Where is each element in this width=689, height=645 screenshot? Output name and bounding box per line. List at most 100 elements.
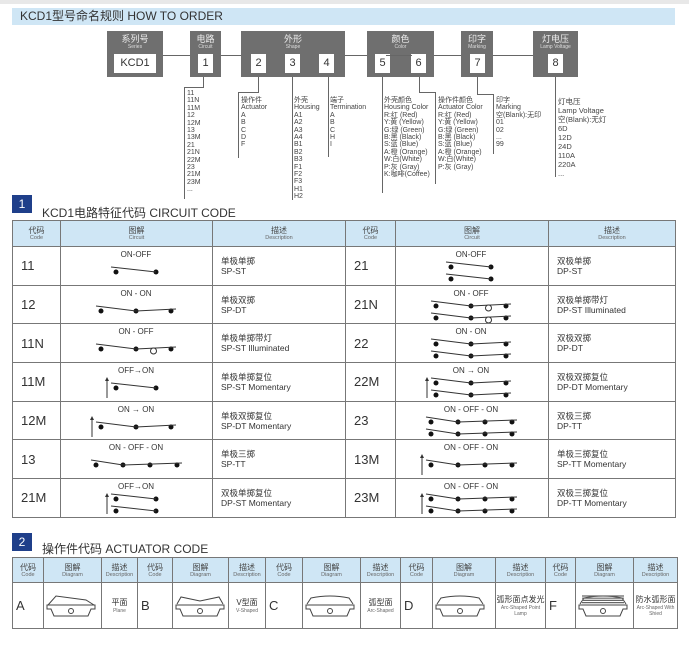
header-circuit: 图解 Circuit	[60, 220, 213, 247]
header-description: 描述 Description	[228, 557, 266, 583]
housing-options: 外壳 Housing A1 A2 A3 A4 B1 B2 B3 F1 F2 F3…	[294, 97, 320, 201]
marking-label-en: Marking	[468, 44, 486, 50]
color-box: 颜色 Color 5 6	[367, 31, 434, 77]
color-label-en: Color	[394, 44, 407, 50]
lever-line	[425, 459, 459, 466]
actuator-plane-icon	[46, 594, 96, 616]
series-value: KCD1	[114, 54, 156, 73]
description-en: Plane	[113, 607, 126, 614]
actuator-hole	[68, 607, 74, 614]
arrow-head	[105, 376, 109, 381]
leader	[184, 87, 185, 199]
circuit-cell: ON → ON	[60, 400, 213, 441]
leader	[419, 92, 436, 93]
table-row: 12M ON → ON 单极双掷复位 SP-DT Momentary 23 ON - OF…	[12, 400, 676, 441]
lever-line	[110, 266, 157, 273]
description-cn: 双极双掷复位	[557, 371, 609, 382]
lever-line	[470, 392, 512, 396]
actuator-description: 平面 Plane	[101, 582, 138, 629]
actuator-top	[47, 594, 95, 605]
marking-options: 印字 Marking 空(Blank):无印 01 02 ... 99	[496, 97, 542, 149]
header-diagram: 图解 Diagram	[432, 557, 496, 583]
contact-dot	[509, 419, 515, 425]
circuit-cell: ON - OFF - ON	[395, 439, 549, 480]
description-en: SP-DT Momentary	[221, 420, 292, 431]
lamp-icon	[150, 347, 157, 355]
contact-dot	[98, 308, 104, 314]
header-code: 代码 Code	[545, 557, 576, 583]
circuit-code: 11N	[12, 323, 61, 364]
circuit-diagram: ON - ON	[430, 327, 512, 359]
header-code: 代码 Code	[345, 220, 396, 247]
circuit-diagram: ON - OFF - ON	[420, 443, 518, 476]
header-description: 描述 Description	[495, 557, 546, 583]
leader	[555, 77, 556, 177]
housing-value: 3	[285, 54, 300, 73]
circuit-cell: ON - OFF	[60, 323, 213, 364]
connector	[434, 55, 461, 56]
header-description: 描述 Description	[101, 557, 138, 583]
description-en: SP-ST Momentary	[221, 381, 291, 392]
circuit-description: 双极单掷复位 DP-ST Momentary	[212, 478, 346, 518]
marking-value: 7	[470, 54, 485, 73]
contact-dot	[433, 315, 439, 321]
actuator-hole	[327, 607, 333, 614]
description-cn: 平面	[111, 597, 128, 607]
circuit-cell: ON → ON	[395, 362, 549, 402]
page-title: KCD1型号命名规则 HOW TO ORDER	[12, 8, 675, 25]
table-row: 21M OFF→ON 双极单掷复位 DP-ST Momentary 23M ON - OF…	[12, 478, 676, 518]
circuit-description: 双极双掷复位 DP-DT Momentary	[548, 362, 676, 402]
leader	[238, 92, 259, 93]
actuator-arc-lamp-icon	[435, 595, 485, 616]
circuit-description: 双极单掷 DP-ST	[548, 246, 676, 286]
section-number: 2	[12, 533, 32, 551]
actuator-hole	[457, 607, 463, 614]
lever-line	[95, 305, 137, 312]
table-row: 11 ON-OFF 单极单掷 SP-ST 21 ON-OFF 双极单掷 DP-ST	[12, 246, 676, 286]
circuit-code: 12	[12, 284, 61, 325]
lever-line	[425, 493, 459, 500]
actuator-hole	[600, 607, 606, 614]
contact-dot	[433, 303, 439, 309]
arrow-head	[425, 376, 429, 381]
leader	[238, 92, 239, 158]
circuit-diagram: ON - OFF - ON	[90, 443, 183, 468]
lever-line	[135, 308, 177, 312]
description-en: V-Shaped	[236, 607, 258, 614]
circuit-diagram: ON - ON	[95, 289, 177, 314]
contact-dot	[509, 462, 515, 468]
shape-label-en: Shape	[285, 44, 301, 50]
actuator-diagram	[43, 582, 102, 629]
lever-line	[90, 459, 124, 466]
shape-box: 外形 Shape 2 3 4	[241, 31, 345, 77]
lever-line	[445, 273, 492, 280]
circuit-code: 23	[345, 400, 396, 441]
circuit-label: ON → ON	[453, 366, 490, 375]
lamp-icon	[485, 316, 492, 323]
arrow-head	[105, 492, 109, 497]
circuit-code: 23M	[345, 478, 396, 518]
lever-line	[470, 380, 512, 384]
description-cn: 单极单掷	[221, 255, 256, 266]
circuit-description: 单极三掷 SP-TT	[212, 439, 346, 480]
lever-line	[457, 462, 518, 466]
circuit-description: 双极双掷 DP-DT	[548, 323, 676, 364]
header-description: 描述 Description	[212, 220, 346, 247]
color-label: 颜色	[391, 34, 410, 44]
description-en: Arc-Shaped	[367, 607, 394, 614]
section-number: 1	[12, 195, 32, 213]
description-en: DP-TT	[557, 420, 583, 431]
actuator-top	[436, 595, 484, 604]
actuator-diagram	[432, 582, 496, 629]
circuit-cell: ON-OFF	[60, 246, 213, 286]
circuit-code: 11	[12, 246, 61, 286]
contact-dot	[113, 508, 119, 514]
circuit-label: 电路	[196, 34, 215, 44]
lever-line	[425, 428, 459, 435]
actuator-code: B	[137, 582, 173, 629]
lever-line	[135, 424, 177, 428]
description-en: SP-DT	[221, 304, 247, 315]
arrow-head	[420, 492, 424, 497]
lamp-label-en: Lamp Voltage	[540, 44, 571, 50]
termination-options: 端子 Termination A B C H I	[330, 97, 367, 149]
